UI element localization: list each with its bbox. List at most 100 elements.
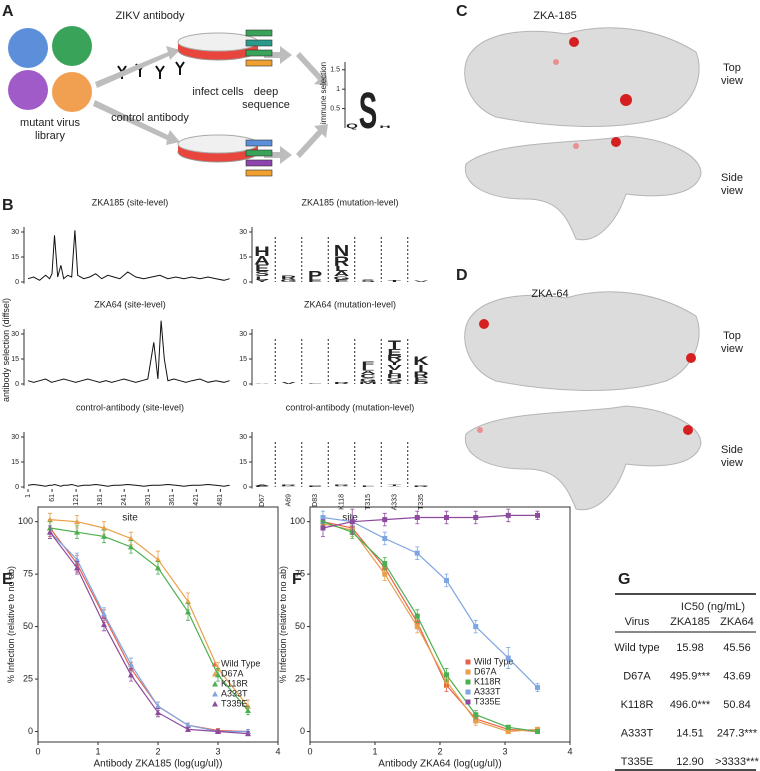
logo-letter: T [388, 485, 402, 487]
label-library: mutant virus library [20, 117, 80, 142]
x-tick-label: A69 [285, 494, 292, 507]
x-axis-label: Antibody ZKA185 (log(ug/ul)) [94, 759, 223, 770]
logo-letter: S [387, 381, 401, 385]
logo-letter: G [280, 486, 297, 487]
structure-title: ZKA-185 [533, 10, 576, 22]
x-tick-label: 0 [307, 746, 312, 756]
point [535, 729, 540, 735]
site-line [27, 320, 230, 383]
point [215, 728, 221, 735]
table-cell: 247.3*** [717, 727, 758, 739]
legend-label: A333T [474, 686, 501, 696]
logo-letter: E [255, 486, 269, 488]
legend-marker [465, 679, 471, 685]
plot-title: ZKA185 (site-level) [92, 197, 169, 207]
plot-title: ZKA64 (site-level) [94, 299, 166, 309]
legend-label: T335E [221, 698, 248, 708]
point [185, 726, 191, 732]
point [74, 529, 80, 535]
logo-letter: E [414, 377, 428, 383]
logo-letter: V [387, 486, 403, 487]
point [185, 598, 191, 604]
logo-letter: R [334, 485, 350, 487]
logo-letter: V [414, 281, 430, 283]
logo-letter: Y [255, 279, 270, 283]
logo-letter: I [418, 363, 424, 374]
x-tick-label: 181 [97, 494, 104, 506]
point [382, 535, 388, 541]
x-tick-label: 4 [275, 746, 280, 756]
y-tick-label: 0.5 [330, 105, 340, 112]
x-tick-label: 4 [567, 746, 572, 756]
point [101, 611, 107, 617]
point [349, 519, 355, 525]
logo-letter: T [388, 280, 402, 283]
logo-letter: T [388, 338, 402, 351]
y-tick-label: 0 [15, 484, 19, 491]
table-cell: 50.84 [723, 699, 751, 711]
y-tick-label: 25 [23, 673, 33, 683]
legend-marker [465, 689, 471, 695]
legend-marker [212, 701, 218, 707]
y-tick-label: 25 [295, 673, 305, 683]
logo-letter: A [254, 485, 270, 487]
logo-letter: A [254, 383, 270, 384]
logo-letter: R [281, 275, 297, 281]
x-axis-label: Antibody ZKA64 (log(ug/ul)) [378, 759, 501, 770]
legend-label: Wild Type [221, 658, 260, 668]
legend-label: D67A [221, 668, 244, 678]
point [155, 703, 161, 709]
panel-label: B [2, 197, 14, 214]
point [74, 518, 80, 525]
fit-line [322, 514, 538, 529]
table-cell: 14.51 [676, 727, 704, 739]
table-cell: >3333*** [715, 756, 759, 768]
plot-title: control-antibody (mutation-level) [286, 402, 415, 412]
point [74, 564, 80, 571]
plot-title: ZKA64 (mutation-level) [304, 299, 396, 309]
x-tick-label: D83 [312, 494, 319, 507]
point [155, 556, 161, 562]
logo-letter: P [308, 485, 322, 486]
panel-label: C [456, 3, 468, 20]
point [382, 561, 388, 567]
y-tick-label: 0 [300, 726, 305, 736]
logo-letter: H [379, 125, 390, 128]
x-axis-label: site [342, 513, 358, 524]
point [505, 655, 511, 661]
x-tick-label: K118 [338, 494, 345, 510]
logo-letter: Y [387, 359, 402, 366]
fit-line [49, 527, 249, 733]
logo-letter: L [361, 486, 374, 488]
point [128, 535, 134, 541]
table-cell: T335E [621, 756, 653, 768]
logo-letter: A [360, 370, 376, 375]
panel-label: F [292, 571, 302, 588]
logo-letter: S [361, 279, 375, 283]
table-cell: 495.9*** [670, 670, 711, 682]
point [74, 556, 80, 562]
logo-letter: L [388, 369, 402, 375]
table-cell: 45.56 [723, 642, 751, 654]
logo-letter: V [387, 364, 402, 371]
table-cell: 43.69 [723, 670, 751, 682]
point [185, 608, 191, 615]
column-header: ZKA185 [670, 616, 710, 628]
logo-letter: A [334, 486, 350, 487]
column-header: Virus [625, 616, 650, 628]
y-tick-label: 0 [243, 279, 247, 286]
label-top-view: Top view [720, 62, 743, 87]
logo-letter: R [413, 486, 429, 488]
y-tick-label: 1 [336, 86, 340, 93]
point [535, 512, 540, 518]
y-tick-label: 15 [239, 356, 247, 363]
legend-label: T335E [474, 696, 501, 706]
logo-letter: H [387, 373, 403, 379]
logo-letter: E [387, 348, 402, 357]
point [473, 718, 479, 724]
point [473, 514, 479, 520]
label-top-view: Top view [720, 330, 743, 355]
x-tick-label: 481 [217, 494, 224, 506]
legend-label: Wild Type [474, 656, 513, 666]
